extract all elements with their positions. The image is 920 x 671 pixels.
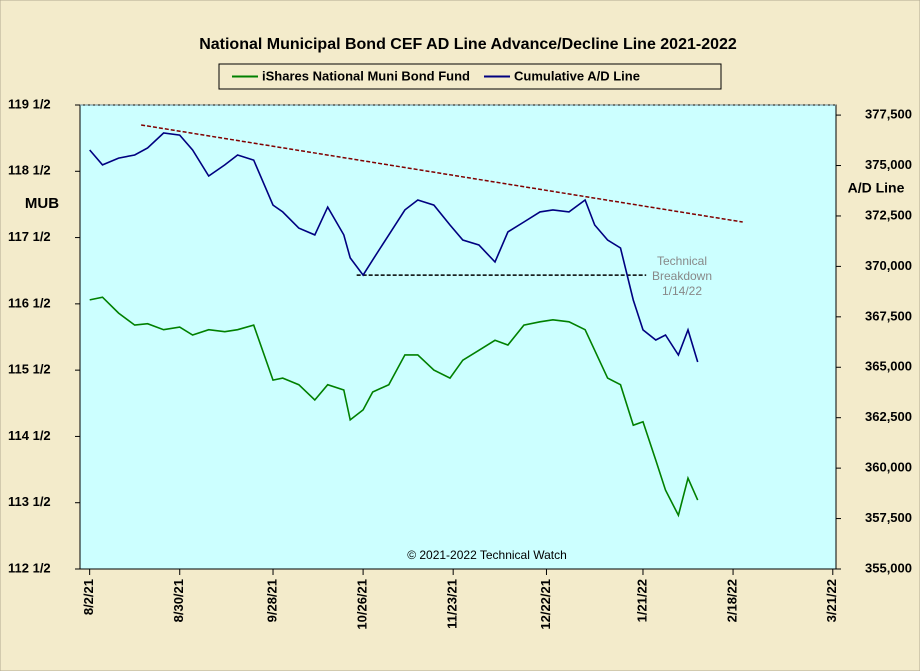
y2-tick-label: 367,500	[865, 308, 912, 323]
plot-area	[79, 104, 837, 570]
y-tick-label: 114 1/2	[8, 428, 51, 443]
y-tick-label: 119 1/2	[8, 96, 51, 111]
y2-tick-label: 377,500	[865, 107, 912, 122]
x-tick-label: 10/26/21	[355, 579, 370, 630]
y2-axis-label: A/D Line	[848, 180, 905, 196]
chart-title: National Municipal Bond CEF AD Line Adva…	[199, 36, 737, 53]
x-tick-label: 12/22/21	[538, 579, 553, 630]
copyright: © 2021-2022 Technical Watch	[407, 548, 567, 562]
y2-tick-label: 360,000	[865, 460, 912, 475]
y2-tick-label: 370,000	[865, 258, 912, 273]
x-tick-label: 3/21/22	[824, 579, 839, 622]
y2-tick-label: 365,000	[865, 359, 912, 374]
y-tick-label: 116 1/2	[8, 295, 51, 310]
x-tick-label: 2/18/22	[724, 579, 739, 622]
y-axis-label: MUB	[25, 195, 59, 212]
x-tick-label: 8/30/21	[171, 579, 186, 622]
legend-label: iShares National Muni Bond Fund	[262, 68, 470, 83]
y-tick-label: 112 1/2	[8, 560, 51, 575]
y2-tick-label: 355,000	[865, 560, 912, 575]
y2-tick-label: 372,500	[865, 207, 912, 222]
y2-tick-label: 357,500	[865, 510, 912, 525]
annotation: Breakdown	[652, 269, 712, 283]
x-tick-label: 11/23/21	[445, 579, 460, 629]
y-tick-label: 115 1/2	[8, 362, 51, 377]
annotation: 1/14/22	[662, 284, 702, 298]
trend-line	[141, 124, 743, 223]
legend	[218, 63, 722, 90]
y-tick-label: 118 1/2	[8, 163, 51, 178]
x-tick-label: 1/21/22	[634, 579, 649, 622]
x-tick-label: 8/2/21	[81, 579, 96, 615]
series-line	[89, 296, 699, 518]
y2-tick-label: 375,000	[865, 157, 912, 172]
legend-label: Cumulative A/D Line	[514, 68, 640, 83]
y-tick-label: 113 1/2	[8, 494, 51, 509]
y-tick-label: 117 1/2	[8, 229, 51, 244]
x-tick-label: 9/28/21	[264, 579, 279, 622]
annotation: Technical	[657, 254, 707, 268]
y2-tick-label: 362,500	[865, 409, 912, 424]
series-line	[89, 132, 699, 363]
